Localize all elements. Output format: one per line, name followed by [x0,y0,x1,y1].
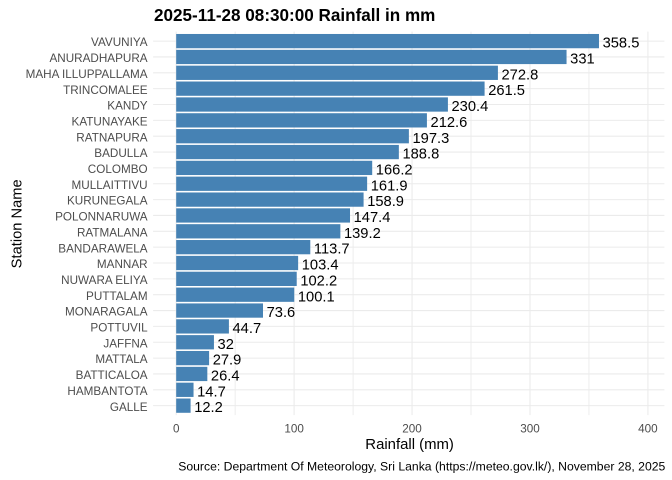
svg-text:166.2: 166.2 [376,162,413,178]
svg-text:MAHA ILLUPPALLAMA: MAHA ILLUPPALLAMA [26,68,148,81]
svg-text:MANNAR: MANNAR [97,258,148,271]
svg-text:KATUNAYAKE: KATUNAYAKE [72,115,148,128]
svg-text:44.7: 44.7 [233,321,262,337]
svg-text:197.3: 197.3 [412,131,449,147]
svg-text:358.5: 358.5 [603,36,640,52]
svg-text:100.1: 100.1 [298,289,335,305]
svg-text:KANDY: KANDY [107,100,148,113]
svg-text:331: 331 [570,52,595,68]
svg-text:ANURADHAPURA: ANURADHAPURA [49,52,147,65]
svg-text:Station Name: Station Name [9,179,25,268]
svg-text:KURUNEGALA: KURUNEGALA [67,195,148,208]
svg-text:GALLE: GALLE [110,401,148,414]
svg-text:158.9: 158.9 [367,194,404,210]
svg-text:261.5: 261.5 [488,83,525,99]
svg-text:139.2: 139.2 [344,226,381,242]
svg-text:147.4: 147.4 [354,210,391,226]
svg-text:212.6: 212.6 [431,115,468,131]
svg-text:100: 100 [284,422,304,435]
svg-text:272.8: 272.8 [502,67,539,83]
svg-text:MONARAGALA: MONARAGALA [65,306,148,319]
svg-text:MATTALA: MATTALA [95,353,147,366]
svg-text:73.6: 73.6 [267,305,296,321]
svg-text:COLOMBO: COLOMBO [88,163,148,176]
svg-text:14.7: 14.7 [197,384,226,400]
svg-text:0: 0 [173,422,180,435]
svg-text:200: 200 [402,422,422,435]
svg-text:VAVUNIYA: VAVUNIYA [91,36,148,49]
svg-text:MULLAITTIVU: MULLAITTIVU [72,179,148,192]
svg-text:161.9: 161.9 [371,178,408,194]
svg-text:300: 300 [520,422,540,435]
svg-text:RATMALANA: RATMALANA [77,226,148,239]
svg-text:HAMBANTOTA: HAMBANTOTA [67,385,147,398]
svg-text:230.4: 230.4 [452,99,489,115]
svg-text:PUTTALAM: PUTTALAM [86,290,148,303]
svg-text:188.8: 188.8 [402,147,439,163]
svg-text:26.4: 26.4 [211,369,240,385]
svg-text:TRINCOMALEE: TRINCOMALEE [63,84,148,97]
svg-text:JAFFNA: JAFFNA [103,337,147,350]
svg-text:400: 400 [638,422,658,435]
svg-text:27.9: 27.9 [213,353,242,369]
svg-text:Source: Department Of Meteorol: Source: Department Of Meteorology, Sri L… [178,460,665,474]
svg-text:103.4: 103.4 [302,258,339,274]
svg-text:NUWARA ELIYA: NUWARA ELIYA [61,274,148,287]
svg-text:BANDARAWELA: BANDARAWELA [58,242,147,255]
svg-text:12.2: 12.2 [194,400,223,416]
svg-text:32: 32 [218,337,234,353]
svg-text:102.2: 102.2 [300,273,337,289]
svg-text:2025-11-28 08:30:00 Rainfall i: 2025-11-28 08:30:00 Rainfall in mm [154,6,435,25]
svg-text:BATTICALOA: BATTICALOA [76,369,148,382]
svg-text:RATNAPURA: RATNAPURA [76,131,147,144]
svg-text:POLONNARUWA: POLONNARUWA [55,211,148,224]
svg-text:113.7: 113.7 [314,242,350,258]
svg-text:BADULLA: BADULLA [94,147,148,160]
svg-text:Rainfall (mm): Rainfall (mm) [365,437,454,453]
svg-text:POTTUVIL: POTTUVIL [90,322,148,335]
